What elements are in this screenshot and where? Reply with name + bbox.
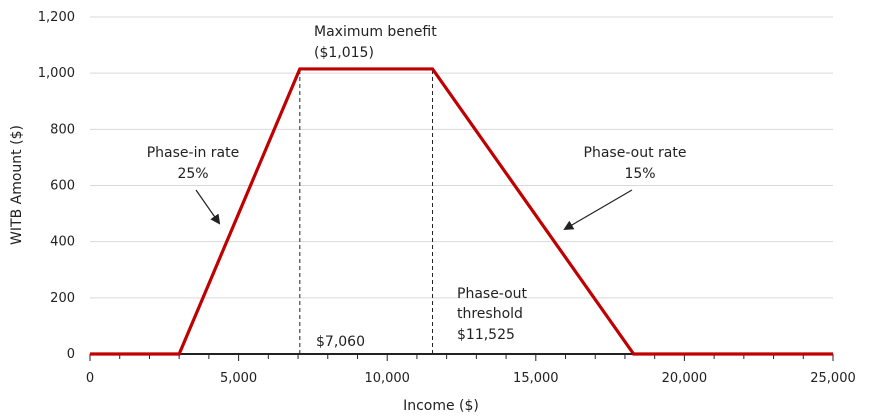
y-tick-label-3: 600 bbox=[50, 179, 75, 194]
phase-in-label: Phase-in rate bbox=[147, 145, 240, 161]
start-amount-label: $7,060 bbox=[316, 334, 365, 350]
phase-out-rate: 15% bbox=[624, 166, 655, 182]
max-benefit-amount: ($1,015) bbox=[314, 45, 374, 61]
y-tick-label-2: 400 bbox=[50, 235, 75, 250]
threshold-amount: $11,525 bbox=[457, 327, 515, 343]
y-tick-label-6: 1,200 bbox=[38, 10, 75, 25]
annotations: Maximum benefit ($1,015) Phase-in rate 2… bbox=[147, 24, 687, 350]
y-axis-title: WITB Amount ($) bbox=[9, 125, 25, 245]
phase-in-arrow bbox=[195, 189, 221, 225]
tick-labels: 0 200 400 600 800 1,000 1,200 0 5,000 10,000 15,00… bbox=[38, 10, 856, 386]
x-tick-label-1: 5,000 bbox=[220, 371, 257, 386]
threshold-label-1: Phase-out bbox=[457, 286, 528, 302]
x-tick-label-5: 25,000 bbox=[810, 371, 856, 386]
y-tick-label-0: 0 bbox=[67, 347, 75, 362]
x-axis-title: Income ($) bbox=[403, 398, 479, 414]
x-tick-label-0: 0 bbox=[86, 371, 94, 386]
y-tick-label-4: 800 bbox=[50, 122, 75, 137]
y-tick-label-5: 1,000 bbox=[38, 66, 75, 81]
series-line-0 bbox=[90, 67, 833, 356]
threshold-label-2: threshold bbox=[457, 306, 523, 322]
x-tick-label-4: 20,000 bbox=[662, 371, 708, 386]
phase-in-rate: 25% bbox=[177, 166, 208, 182]
reference-lines bbox=[299, 68, 434, 354]
phase-out-label: Phase-out rate bbox=[584, 145, 687, 161]
phase-out-arrow bbox=[563, 189, 633, 231]
series-group bbox=[90, 67, 833, 356]
max-benefit-label: Maximum benefit bbox=[314, 24, 437, 40]
x-tick-label-2: 10,000 bbox=[364, 371, 410, 386]
x-tick-label-3: 15,000 bbox=[513, 371, 559, 386]
y-tick-label-1: 200 bbox=[50, 291, 75, 306]
gridlines bbox=[90, 16, 833, 299]
